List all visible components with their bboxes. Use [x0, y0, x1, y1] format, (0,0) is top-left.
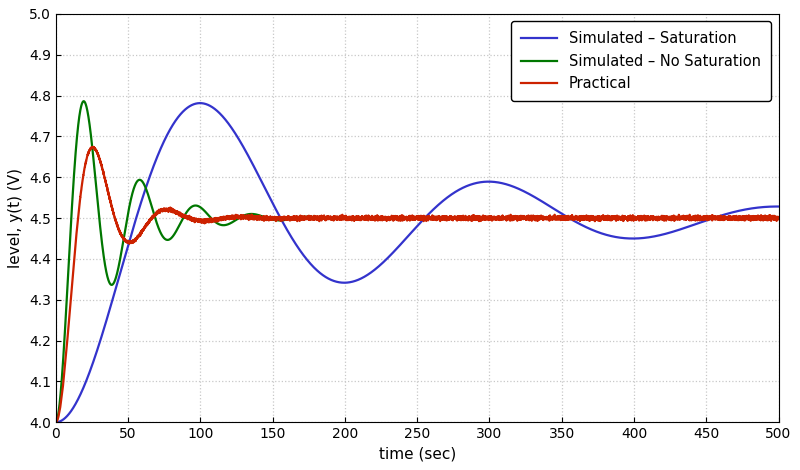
Practical	[94, 155, 104, 160]
Simulated – No Saturation	[404, 215, 414, 221]
Simulated – Saturation	[51, 419, 61, 425]
Practical	[81, 160, 90, 165]
Y-axis label: level, y(t) (V): level, y(t) (V)	[8, 168, 23, 268]
Simulated – Saturation	[81, 379, 90, 385]
Line: Simulated – No Saturation: Simulated – No Saturation	[56, 101, 778, 422]
Practical	[404, 214, 414, 220]
Simulated – No Saturation	[774, 215, 783, 221]
Simulated – No Saturation	[51, 419, 61, 425]
Simulated – No Saturation	[81, 102, 90, 107]
Simulated – No Saturation	[94, 213, 104, 219]
Line: Simulated – Saturation: Simulated – Saturation	[56, 103, 778, 422]
Simulated – No Saturation	[54, 406, 64, 412]
Simulated – Saturation	[404, 232, 414, 238]
Practical	[88, 144, 98, 150]
Simulated – No Saturation	[79, 98, 89, 104]
X-axis label: time (sec): time (sec)	[378, 446, 456, 462]
Simulated – Saturation	[94, 342, 104, 347]
Simulated – Saturation	[735, 208, 745, 213]
Practical	[735, 215, 745, 221]
Simulated – No Saturation	[193, 203, 202, 209]
Simulated – Saturation	[195, 100, 205, 106]
Simulated – Saturation	[54, 419, 64, 424]
Simulated – No Saturation	[735, 215, 745, 221]
Legend: Simulated – Saturation, Simulated – No Saturation, Practical: Simulated – Saturation, Simulated – No S…	[510, 21, 771, 101]
Practical	[51, 419, 61, 425]
Practical	[774, 217, 783, 222]
Practical	[54, 411, 64, 417]
Line: Practical: Practical	[56, 147, 778, 422]
Practical	[193, 217, 202, 223]
Simulated – Saturation	[774, 204, 783, 209]
Simulated – Saturation	[193, 101, 202, 106]
